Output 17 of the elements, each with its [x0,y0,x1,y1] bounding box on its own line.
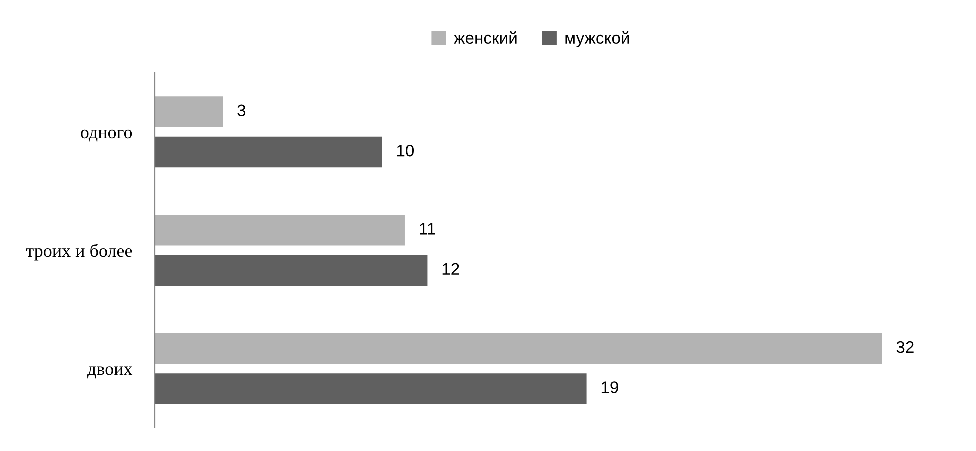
legend-label: женский [454,32,517,44]
data-label: 11 [420,223,436,235]
bar [155,255,428,286]
data-label: 32 [896,341,914,354]
bar [155,96,224,128]
bar [155,215,405,246]
bar [155,136,382,168]
bar [155,333,882,364]
legend-label: мужской [566,32,630,48]
data-label: 3 [238,104,246,117]
bar [155,374,587,404]
data-label: 10 [397,144,414,157]
data-label: 12 [442,263,460,275]
y-tick-label: троих и более [26,244,132,261]
y-tick-label: двоих [87,366,133,379]
data-label: 19 [602,382,618,394]
y-tick-label: одного [81,130,132,142]
